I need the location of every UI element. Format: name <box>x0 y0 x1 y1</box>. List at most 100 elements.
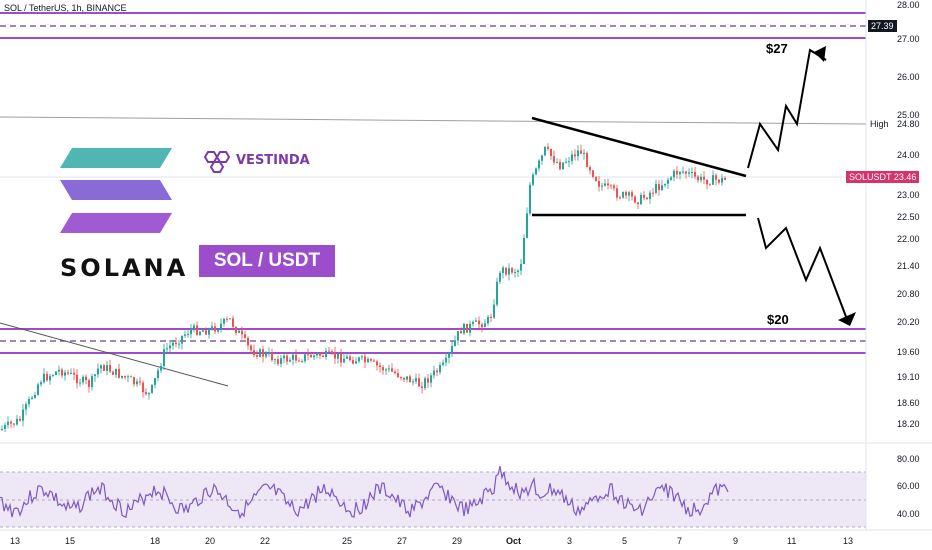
old-trendline <box>0 322 229 387</box>
candle-body <box>262 349 264 357</box>
candle-body <box>100 365 102 369</box>
candle-body <box>70 372 72 374</box>
candle-body <box>547 146 549 149</box>
candle-body <box>349 356 351 361</box>
candle-body <box>706 179 708 185</box>
candle-body <box>433 370 435 376</box>
candle-body <box>10 421 12 424</box>
candle-body <box>439 364 441 373</box>
candle-body <box>274 359 276 361</box>
rsi-line <box>0 465 729 520</box>
candle-body <box>652 192 654 194</box>
candle-body <box>370 358 372 361</box>
candle-body <box>25 404 27 410</box>
candle-body <box>358 357 360 362</box>
candle-body <box>700 176 702 181</box>
candle-body <box>175 342 177 345</box>
price-tick: 21.40 <box>897 261 920 271</box>
candle-body <box>556 162 558 164</box>
candle-body <box>160 366 162 371</box>
candle-body <box>301 361 303 363</box>
candle-body <box>202 330 204 332</box>
candle-body <box>151 384 153 393</box>
price-tick: 19.60 <box>897 347 920 357</box>
candle-body <box>430 375 432 383</box>
candle-body <box>298 360 300 362</box>
candle-body <box>457 331 459 341</box>
candle-body <box>529 184 531 214</box>
candle-body <box>169 345 171 349</box>
time-tick: 3 <box>567 536 573 546</box>
candle-body <box>193 325 195 330</box>
candle-body <box>715 175 717 180</box>
candle-body <box>208 328 210 335</box>
candle-body <box>343 358 345 363</box>
candle-body <box>601 185 603 187</box>
candle-body <box>721 177 723 183</box>
candle-body <box>64 372 66 376</box>
candle-body <box>13 423 15 425</box>
time-tick: 27 <box>397 536 408 546</box>
candle-body <box>271 352 273 361</box>
time-tick: Oct <box>506 536 522 546</box>
candle-body <box>502 267 504 273</box>
candle-body <box>163 349 165 367</box>
candle-body <box>247 337 249 346</box>
price-tick: 20.80 <box>897 289 920 299</box>
time-tick: 13 <box>843 536 854 546</box>
candle-body <box>394 371 396 374</box>
candle-body <box>37 384 39 395</box>
candle-body <box>79 382 81 384</box>
candle-body <box>292 354 294 360</box>
candle-body <box>712 175 714 185</box>
time-tick: 18 <box>150 536 161 546</box>
candle-body <box>118 368 120 378</box>
candle-body <box>481 324 483 328</box>
candle-body <box>607 183 609 186</box>
time-tick: 13 <box>10 536 21 546</box>
candle-body <box>691 171 693 173</box>
price-tick: 20.20 <box>897 317 920 327</box>
candle-body <box>421 386 423 389</box>
candle-body <box>496 281 498 305</box>
candle-body <box>238 330 240 334</box>
candle-body <box>139 381 141 383</box>
candle-body <box>604 183 606 186</box>
candle-body <box>145 392 147 395</box>
candle-body <box>718 179 720 183</box>
candle-body <box>409 376 411 383</box>
candle-body <box>316 353 318 356</box>
triangle-upper-line <box>531 116 747 178</box>
candle-body <box>241 330 243 335</box>
candle-body <box>229 318 231 320</box>
rsi-tick: 40.00 <box>897 509 920 519</box>
candle-body <box>571 154 573 162</box>
candle-body <box>334 352 336 359</box>
candle-body <box>190 329 192 335</box>
candle-body <box>595 176 597 181</box>
candle-body <box>667 179 669 184</box>
candle-body <box>520 264 522 271</box>
candle-body <box>673 170 675 178</box>
solana-logo-icon <box>60 148 172 233</box>
candle-body <box>352 360 354 364</box>
candle-body <box>256 355 258 357</box>
candle-body <box>277 359 279 364</box>
candle-body <box>592 170 594 177</box>
lower-target-label: $20 <box>767 312 789 327</box>
candle-body <box>94 374 96 377</box>
candle-body <box>88 380 90 387</box>
high-line <box>0 116 867 125</box>
candle-body <box>424 378 426 389</box>
candle-body <box>382 367 384 371</box>
candle-body <box>535 168 537 175</box>
candle-body <box>544 146 546 156</box>
candle-body <box>490 316 492 318</box>
candle-body <box>532 174 534 185</box>
candle-body <box>559 162 561 170</box>
candle-body <box>355 361 357 364</box>
candle-body <box>655 183 657 193</box>
candle-body <box>109 365 111 372</box>
candle-body <box>31 397 33 399</box>
